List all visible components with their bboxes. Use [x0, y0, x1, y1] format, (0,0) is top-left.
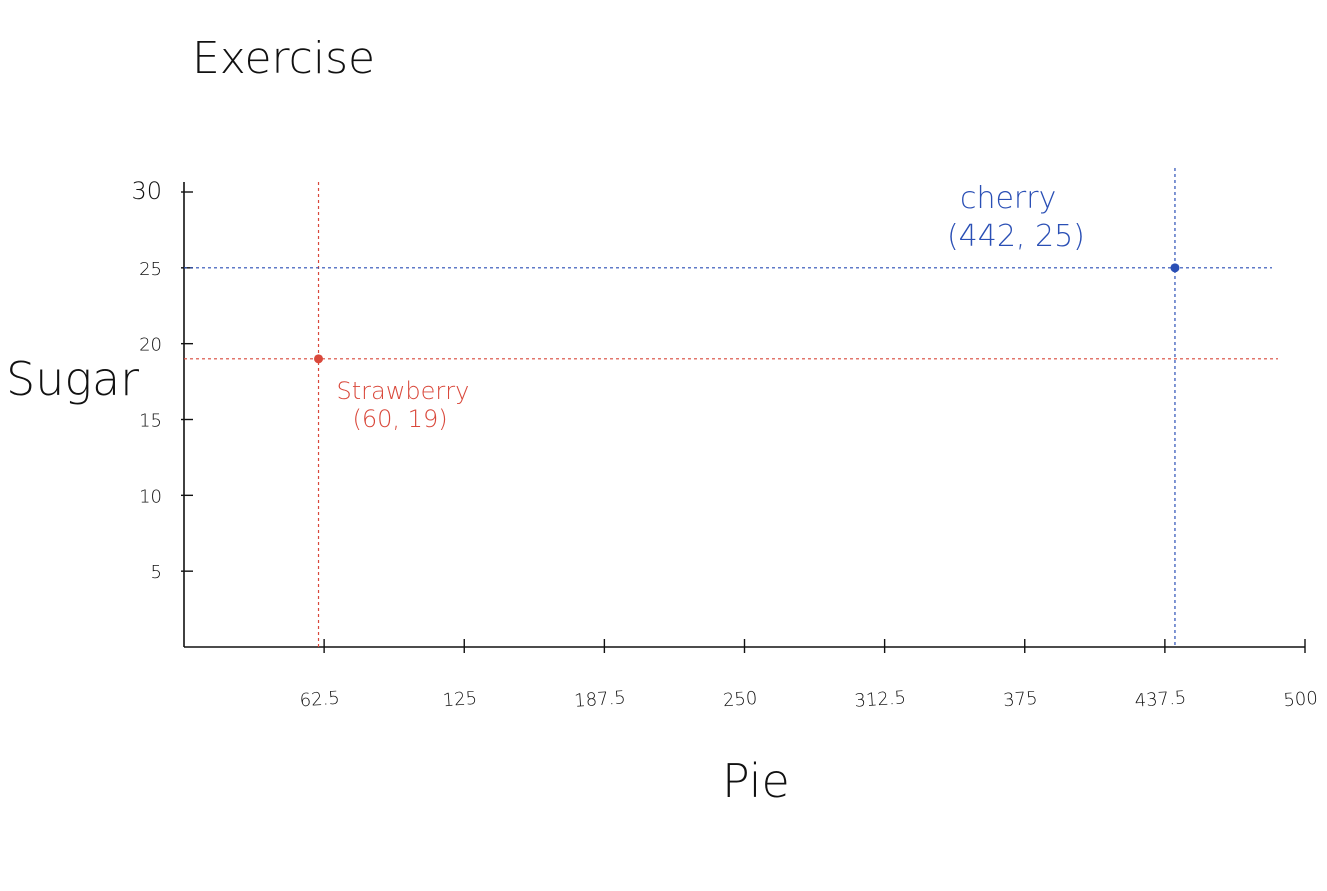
x-axis-label: Pie [722, 754, 790, 808]
y-tick-label: 20 [139, 335, 162, 356]
y-tick-label: 15 [139, 411, 162, 432]
data-point [314, 354, 324, 364]
x-tick-label: 250 [722, 688, 758, 711]
x-tick-label: 500 [1283, 688, 1319, 711]
guide-lines [184, 168, 1278, 647]
x-tick-label: 187.5 [574, 687, 627, 712]
y-tick-label: 10 [139, 486, 162, 507]
data-point [1170, 263, 1180, 273]
point-name-label: cherry [960, 181, 1056, 216]
y-tick-label: 25 [139, 259, 162, 280]
y-tick-label: 30 [131, 177, 162, 205]
point-coord-label: (442, 25) [947, 219, 1085, 254]
point-coord-label: (60, 19) [353, 405, 448, 433]
tick-group: 62.5 125 187.5 250 312.5 375 437.5 500 5 10 15 20 25… [131, 177, 1318, 712]
chart-title: Exercise [192, 33, 375, 84]
x-tick-label: 437.5 [1134, 687, 1187, 712]
x-tick-label: 312.5 [854, 687, 907, 712]
data-points: Strawberry(60, 19) cherry(442, 25) [314, 181, 1180, 433]
x-tick-label: 62.5 [299, 688, 340, 712]
point-name-label: Strawberry [337, 377, 470, 405]
y-axis-label: Sugar [6, 352, 139, 406]
y-tick-label: 5 [151, 562, 162, 583]
x-tick-label: 375 [1002, 688, 1038, 711]
x-tick-label: 125 [442, 688, 478, 711]
